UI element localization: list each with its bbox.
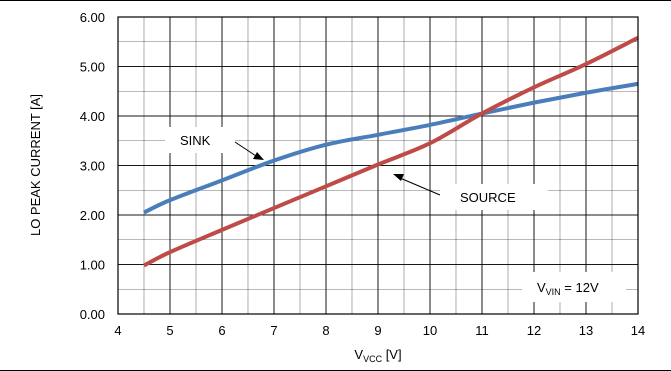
x-tick-label: 11 xyxy=(475,323,489,338)
condition-box xyxy=(522,272,626,302)
source-label: SOURCE xyxy=(460,190,516,205)
x-tick-label: 9 xyxy=(374,323,381,338)
x-tick-label: 10 xyxy=(423,323,437,338)
y-axis-title: LO PEAK CURRENT [A] xyxy=(28,94,43,236)
sink-label-box xyxy=(165,127,235,153)
y-tick-label: 0.00 xyxy=(80,307,105,322)
source-pointer-arrowhead xyxy=(393,174,404,181)
x-tick-label: 5 xyxy=(166,323,173,338)
x-tick-label: 8 xyxy=(322,323,329,338)
x-axis-title: VVCC [V] xyxy=(354,347,401,364)
y-tick-label: 5.00 xyxy=(80,60,105,75)
condition-main: V xyxy=(537,280,546,295)
x-tick-label: 14 xyxy=(631,323,645,338)
y-tick-label: 6.00 xyxy=(80,10,105,25)
source-pointer-line xyxy=(399,177,441,196)
sink-pointer-arrowhead xyxy=(253,152,264,160)
condition-label: VVIN = 12V xyxy=(537,280,599,297)
y-tick-label: 2.00 xyxy=(80,208,105,223)
y-tick-label: 3.00 xyxy=(80,159,105,174)
x-tick-label: 12 xyxy=(527,323,541,338)
x-axis-title-sub: VCC xyxy=(363,354,383,364)
source-label-box xyxy=(440,184,548,210)
plot-frame xyxy=(117,16,639,315)
x-tick-label: 7 xyxy=(270,323,277,338)
series-layer xyxy=(143,36,639,268)
series-line-sink xyxy=(143,81,639,215)
x-tick-label: 6 xyxy=(218,323,225,338)
x-tick-label: 13 xyxy=(579,323,593,338)
condition-sub: VIN xyxy=(546,287,561,297)
sink-label: SINK xyxy=(180,133,211,148)
y-tick-label: 1.00 xyxy=(80,258,105,273)
x-tick-label: 4 xyxy=(114,323,121,338)
sink-pointer-line xyxy=(234,141,257,157)
x-axis-title-suffix: [V] xyxy=(382,347,402,362)
x-axis-title-main: V xyxy=(354,347,363,362)
condition-suffix: = 12V xyxy=(561,280,599,295)
series-line-source xyxy=(143,36,639,268)
tick-labels: 4 5 6 7 8 9 10 11 12 13 14 0.00 1.00 2.00 3.00 4.00 5.00… xyxy=(80,10,646,338)
y-tick-label: 4.00 xyxy=(80,109,105,124)
